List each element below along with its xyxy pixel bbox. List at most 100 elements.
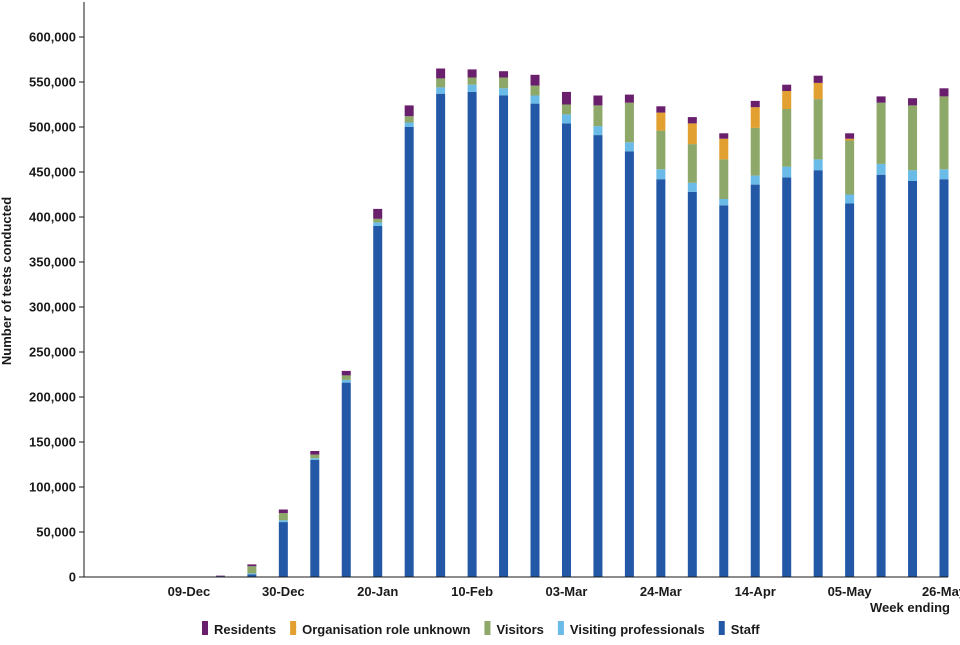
bar-segment-visiting-professionals: 31-Mar – Visiting professionals: 10,000	[687, 182, 697, 192]
bar-segment-visiting-professionals: 12-May – Visiting professionals: 12,000	[876, 163, 886, 175]
bar-segment-visiting-professionals: 28-Apr – Visiting professionals: 12,000	[813, 159, 823, 171]
bar-segment-visitors: 17-Mar – Visitors: 44,000	[624, 102, 634, 143]
x-axis-ticks: 09-Dec 30-Dec 20-Jan 10-Feb 03-Mar 24-Mar 14-A…	[168, 584, 960, 599]
y-tick-label: 250,000	[29, 345, 76, 360]
bar-segment-visitors: 03-Feb – Visitors: 10,000	[436, 78, 446, 88]
bar-segment-residents: 03-Feb – Residents: 11,000	[436, 68, 446, 79]
bar-segment-residents: 17-Mar – Residents: 9,000	[624, 94, 634, 103]
bar-segment-organisation-role-unknown: 24-Mar – Organisation role unknown: 20,0…	[656, 112, 666, 131]
bar-segment-visitors: 03-Mar – Visitors: 11,000	[561, 104, 571, 115]
bar-segment-residents: 14-Apr – Residents: 7,000	[750, 100, 760, 108]
legend: Residents Organisation role unknown Visito…	[202, 621, 760, 637]
legend-label: Visitors	[496, 622, 543, 637]
bar-segment-residents: 07-Apr – Residents: 6,000	[719, 133, 729, 139]
bar-segment-visiting-professionals: 13-Jan – Visiting professionals: 3,000	[341, 379, 351, 383]
bar-segment-staff: 10-Mar – Staff: 491,000	[593, 135, 603, 577]
x-tick-label: 30-Dec	[262, 584, 305, 599]
x-tick-label: 10-Feb	[451, 584, 493, 599]
bar-segment-staff: 03-Feb – Staff: 537,000	[436, 93, 446, 577]
legend-swatch	[557, 621, 564, 635]
bar-segment-staff: 27-Jan – Staff: 500,000	[404, 127, 414, 577]
bar-segment-residents: 13-Jan – Residents: 5,000	[341, 370, 351, 376]
bar-segment-visiting-professionals: 26-May – Visiting professionals: 11,000	[939, 169, 949, 180]
bar-segment-residents: 26-May – Residents: 9,000	[939, 88, 949, 97]
bar-segment-visitors: 05-May – Visitors: 60,000	[845, 140, 855, 195]
bar-segment-staff: 30-Dec – Staff: 61,000	[278, 522, 288, 577]
bar-segment-residents: 17-Feb – Residents: 7,000	[499, 71, 509, 78]
bar-segment-visiting-professionals: 23-Dec – Visiting professionals: 1,000	[247, 573, 257, 575]
bar-segment-visitors: 30-Dec – Visitors: 8,000	[278, 513, 288, 521]
bar-segment-visiting-professionals: 17-Feb – Visiting professionals: 8,000	[499, 88, 509, 96]
y-tick-label: 500,000	[29, 120, 76, 135]
bar-segment-organisation-role-unknown: 05-May – Organisation role unknown: 2,00…	[845, 138, 855, 141]
bar-segment-visiting-professionals: 05-May – Visiting professionals: 10,000	[845, 194, 855, 204]
legend-item-visitors: Visitors	[484, 621, 544, 637]
bar-segment-staff: 14-Apr – Staff: 436,000	[750, 184, 760, 577]
bar-segment-visitors: 14-Apr – Visitors: 53,000	[750, 127, 760, 176]
bar-segment-visiting-professionals: 24-Feb – Visiting professionals: 9,000	[530, 95, 540, 104]
legend-item-organisation-role-unknown: Organisation role unknown	[290, 621, 470, 637]
bar-segment-organisation-role-unknown: 28-Apr – Organisation role unknown: 18,0…	[813, 82, 823, 100]
bar-segment-residents: 12-May – Residents: 7,000	[876, 96, 886, 103]
bar-segment-visitors: 20-Jan – Visitors: 4,000	[373, 218, 383, 223]
bar-segment-visiting-professionals: 03-Mar – Visiting professionals: 10,000	[561, 114, 571, 124]
bar-segment-visiting-professionals: 03-Feb – Visiting professionals: 7,000	[436, 87, 446, 94]
bar-segment-visitors: 06-Jan – Visitors: 4,000	[310, 454, 320, 459]
y-tick-label: 150,000	[29, 435, 76, 450]
bar-segment-staff: 03-Mar – Staff: 504,000	[561, 123, 571, 578]
bar-segment-visitors: 10-Feb – Visitors: 8,000	[467, 77, 477, 85]
legend-label: Residents	[214, 622, 276, 637]
bar-segment-visiting-professionals: 06-Jan – Visiting professionals: 2,000	[310, 458, 320, 460]
legend-item-staff: Staff	[718, 621, 760, 637]
bar-segment-visiting-professionals: 10-Mar – Visiting professionals: 10,000	[593, 126, 603, 136]
y-tick-label: 600,000	[29, 30, 76, 45]
bar-segment-residents: 20-Jan – Residents: 11,000	[373, 208, 383, 219]
legend-swatch	[202, 621, 208, 635]
y-tick-label: 50,000	[36, 525, 76, 540]
bar-segment-staff: 19-May – Staff: 440,000	[908, 181, 918, 577]
bar-segment-residents: 10-Feb – Residents: 9,000	[467, 69, 477, 78]
bar-segment-visitors: 10-Mar – Visitors: 23,000	[593, 105, 603, 127]
legend-swatch	[290, 621, 297, 635]
bar-segment-visiting-professionals: 27-Jan – Visiting professionals: 5,000	[404, 122, 414, 127]
bar-segment-staff: 28-Apr – Staff: 452,000	[813, 170, 823, 577]
bar-segment-staff: 07-Apr – Staff: 413,000	[719, 205, 729, 578]
legend-item-residents: Residents	[202, 621, 276, 637]
bar-segment-visiting-professionals: 10-Feb – Visiting professionals: 8,000	[467, 84, 477, 92]
bar-segment-residents: 23-Dec – Residents: 2,000	[247, 564, 257, 567]
bar-segment-staff: 06-Jan – Staff: 130,000	[310, 460, 320, 577]
bar-segment-staff: 24-Feb – Staff: 526,000	[530, 103, 540, 577]
bar-segment-residents: 27-Jan – Residents: 12,000	[404, 105, 414, 117]
bar-segment-visiting-professionals: 21-Apr – Visiting professionals: 12,000	[782, 166, 792, 178]
legend-swatch	[718, 621, 725, 635]
bar-segment-staff: 17-Feb – Staff: 535,000	[499, 95, 509, 577]
x-tick-label: 24-Mar	[640, 584, 682, 599]
bar-segment-residents: 31-Mar – Residents: 7,000	[687, 117, 697, 124]
bar-segment-residents: 10-Mar – Residents: 11,000	[593, 95, 603, 106]
bar-segment-staff: 31-Mar – Staff: 428,000	[687, 191, 697, 578]
bar-segment-visiting-professionals: 07-Apr – Visiting professionals: 7,000	[719, 199, 729, 206]
bar-segment-residents: 03-Mar – Residents: 14,000	[561, 91, 571, 105]
bar-segment-visitors: 24-Mar – Visitors: 43,000	[656, 130, 666, 170]
bar-segment-visitors: 31-Mar – Visitors: 43,000	[687, 144, 697, 183]
y-axis-title: Number of tests conducted	[0, 197, 14, 365]
x-tick-label: 26-May	[922, 584, 960, 599]
y-tick-label: 450,000	[29, 165, 76, 180]
bar-segment-visiting-professionals: 30-Dec – Visiting professionals: 2,000	[278, 520, 288, 523]
bar-segment-visitors: 26-May – Visitors: 81,000	[939, 96, 949, 170]
bar-segment-staff: 17-Mar – Staff: 473,000	[624, 151, 634, 578]
bar-segment-visitors: 07-Apr – Visitors: 44,000	[719, 159, 729, 199]
y-tick-label: 550,000	[29, 75, 76, 90]
bar-segment-residents: 05-May – Residents: 6,000	[845, 133, 855, 139]
bar-segment-visitors: 28-Apr – Visitors: 67,000	[813, 99, 823, 160]
bar-segment-staff: 26-May – Staff: 442,000	[939, 179, 949, 577]
bar-segment-visiting-professionals: 20-Jan – Visiting professionals: 4,000	[373, 222, 383, 226]
legend-label: Organisation role unknown	[302, 622, 470, 637]
bar-segment-visiting-professionals: 17-Mar – Visiting professionals: 10,000	[624, 142, 634, 152]
bar-segment-visitors: 17-Feb – Visitors: 12,000	[499, 77, 509, 89]
y-tick-label: 400,000	[29, 210, 76, 225]
legend-label: Visiting professionals	[570, 622, 705, 637]
bar-segment-visitors: 19-May – Visitors: 72,000	[908, 105, 918, 171]
